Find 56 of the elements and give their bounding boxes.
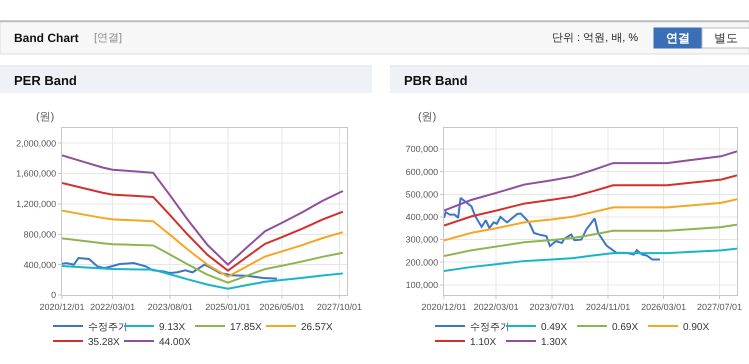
x-tick-label: 2025/01/01 <box>205 302 250 312</box>
line-series <box>444 196 661 260</box>
x-tick-label: 2027/07/01 <box>696 302 742 312</box>
legend-label: 0.49X <box>541 322 568 333</box>
legend-label: 17.85X <box>230 322 262 333</box>
x-tick-label: 2027/10/01 <box>316 302 362 312</box>
x-tick-label: 2020/12/01 <box>421 302 467 312</box>
x-tick-label: 2026/05/01 <box>259 302 304 312</box>
text: [연결] <box>94 32 122 44</box>
y-tick-label: 0 <box>51 290 56 300</box>
y-tick-label: 400,000 <box>24 260 56 270</box>
text: 단위 : 억원, 배, % <box>552 32 638 44</box>
y-axis-title: (원) <box>36 111 54 123</box>
x-tick-label: 2022/03/01 <box>90 302 136 312</box>
line-series <box>444 174 737 227</box>
text: 별도 <box>714 31 738 45</box>
line-series <box>62 237 344 284</box>
y-tick-label: 200,000 <box>406 257 438 268</box>
legend-label: 1.30X <box>541 336 568 348</box>
line-series <box>444 198 737 242</box>
legend-label: 0.90X <box>683 322 710 333</box>
x-tick-label: 2023/08/01 <box>148 302 193 312</box>
chart-title: PER Band <box>14 73 77 88</box>
text: 연결 <box>666 31 690 45</box>
y-tick-label: 500,000 <box>406 189 438 200</box>
y-tick-label: 300,000 <box>406 234 438 245</box>
x-tick-label: 2020/12/01 <box>39 302 85 312</box>
x-tick-label: 2026/03/01 <box>641 302 686 312</box>
line-series <box>444 248 737 272</box>
legend-label: 수정주가 <box>470 322 510 333</box>
line-series <box>444 224 737 258</box>
y-tick-label: 1,200,000 <box>16 199 56 210</box>
legend-label: 수정주가 <box>88 322 128 333</box>
y-tick-label: 100,000 <box>406 280 438 290</box>
line-series <box>62 154 344 266</box>
y-tick-label: 2,000,000 <box>16 138 56 148</box>
y-tick-label: 400,000 <box>406 212 438 222</box>
line-series <box>62 210 344 278</box>
line-series <box>62 265 344 290</box>
chart-title: PBR Band <box>404 73 468 88</box>
y-tick-label: 700,000 <box>406 144 438 154</box>
text: Band Chart <box>14 31 79 45</box>
y-tick-label: 1,600,000 <box>16 168 56 179</box>
x-tick-label: 2024/11/01 <box>586 302 630 312</box>
legend-label: 0.69X <box>612 322 638 333</box>
legend-label: 9.13X <box>159 322 186 333</box>
x-tick-label: 2022/03/01 <box>474 302 519 312</box>
legend-label: 35.28X <box>88 336 120 348</box>
line-series <box>62 257 278 280</box>
legend-label: 1.10X <box>470 336 496 348</box>
line-series <box>62 182 344 272</box>
line-series <box>444 150 737 212</box>
y-axis-title: (원) <box>418 111 436 123</box>
x-tick-label: 2023/07/01 <box>529 302 575 312</box>
y-tick-label: 600,000 <box>406 166 438 177</box>
y-tick-label: 800,000 <box>24 229 56 240</box>
